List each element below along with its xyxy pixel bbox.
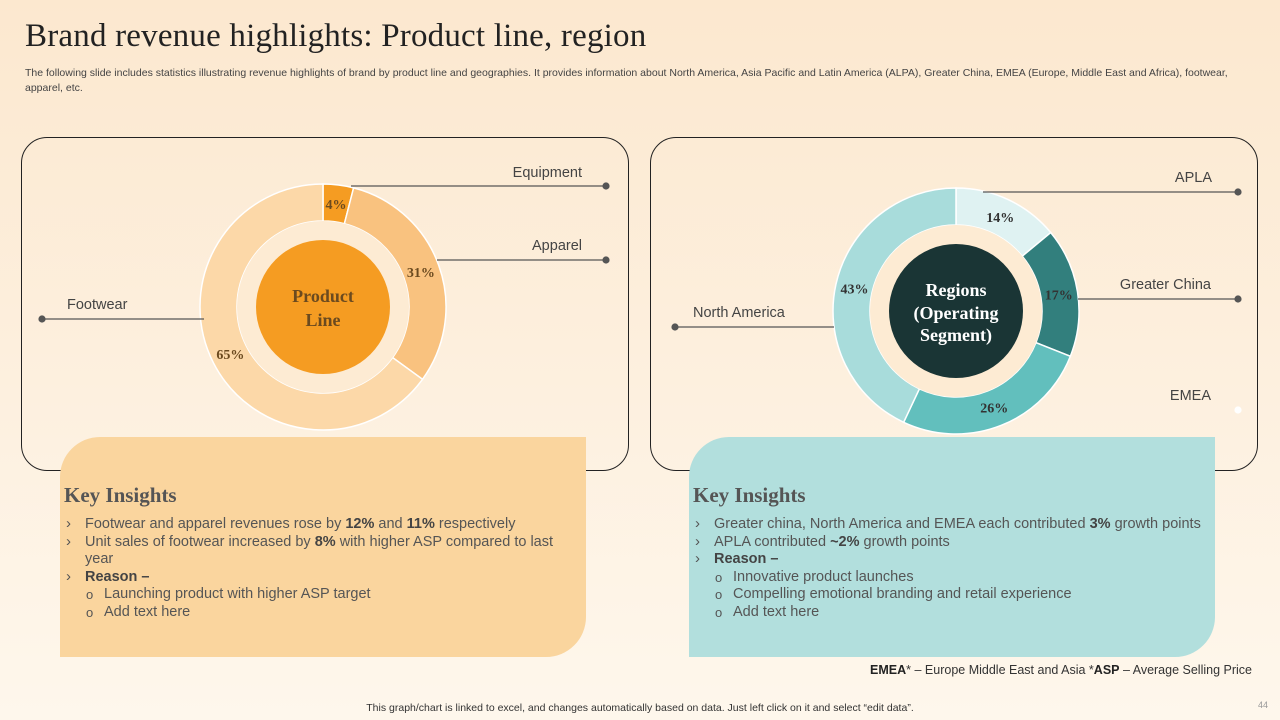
donut-center-label: Line	[305, 310, 340, 330]
leader-dot	[602, 182, 610, 190]
region-insight-1: Greater china, North America and EMEA ea…	[693, 515, 1211, 534]
leader-dot	[38, 315, 46, 323]
product-insight-1: Footwear and apparel revenues rose by 12…	[64, 515, 582, 534]
category-label: Footwear	[67, 297, 128, 313]
region-reason-item: Compelling emotional branding and retail…	[714, 586, 1211, 604]
slice-value-label: 43%	[841, 282, 869, 297]
slice-value-label: 17%	[1045, 289, 1073, 304]
slice-value-label: 31%	[407, 266, 435, 281]
insight-text: Greater china, North America and EMEA ea…	[714, 516, 1090, 532]
leader-dot	[1234, 406, 1242, 414]
insight-text: with higher ASP compared to last year	[85, 533, 554, 568]
donut-center-label: Regions	[925, 280, 986, 300]
page-subtitle: The following slide includes statistics …	[25, 67, 1228, 94]
region-insights-title: Key Insights	[693, 483, 806, 507]
slice-value-label: 26%	[980, 402, 1008, 417]
leader-dot	[671, 323, 679, 331]
insight-text: respectively	[434, 516, 516, 532]
insight-value: 11%	[406, 516, 435, 532]
leader-dot	[602, 256, 610, 264]
footnote-asp: ASP	[1093, 663, 1120, 677]
slice-value-label: 14%	[986, 211, 1014, 226]
footnote-text: – Average Selling Price	[1119, 663, 1252, 677]
region-insight-reason: Reason – Innovative product launches Com…	[693, 550, 1211, 622]
donut-center-label: (Operating	[914, 303, 999, 324]
product-insight-2: Unit sales of footwear increased by 8% w…	[64, 533, 582, 569]
insight-text: growth points	[859, 533, 950, 550]
category-label: APLA	[1175, 170, 1212, 186]
product-insights-box: Key Insights Footwear and apparel revenu…	[60, 437, 586, 657]
insight-text: Unit sales of footwear increased by	[85, 533, 315, 550]
donut-center-circle	[889, 244, 1023, 378]
abbreviation-footnote: EMEA* – Europe Middle East and Asia *ASP…	[870, 663, 1252, 677]
product-insight-reason: Reason – Launching product with higher A…	[64, 568, 582, 622]
product-insights-list: Footwear and apparel revenues rose by 12…	[64, 515, 582, 622]
slice-value-label: 4%	[326, 198, 347, 213]
region-reason-list: Innovative product launches Compelling e…	[714, 569, 1211, 622]
region-reason-item: Innovative product launches	[714, 569, 1211, 587]
page-number: 44	[1257, 700, 1268, 710]
insight-text: growth points	[1110, 516, 1201, 532]
insight-text: APLA contributed	[714, 533, 831, 550]
product-reason-list: Launching product with higher ASP target…	[85, 586, 582, 621]
insight-value: 3%	[1089, 516, 1111, 532]
region-reason-item: Add text here	[714, 604, 1211, 622]
product-line-donut[interactable]: 4% 31% 65% Product Line Equipment Apparel Footw…	[38, 165, 610, 431]
insight-text: Footwear and apparel revenues rose by	[85, 516, 346, 532]
region-insight-2: APLA contributed ~2% growth points	[693, 533, 1211, 552]
page-title: Brand revenue highlights: Product line, …	[25, 18, 647, 54]
leader-dot	[1234, 295, 1242, 303]
leader-dot	[1234, 188, 1242, 196]
category-label: Apparel	[532, 238, 582, 254]
product-reason-item: Launching product with higher ASP target	[85, 586, 582, 604]
insight-value: 8%	[314, 533, 336, 550]
footnote-emea: EMEA	[870, 663, 907, 677]
donut-center-label: Segment)	[920, 325, 992, 346]
donut-center-label: Product	[292, 286, 354, 306]
product-insights-title: Key Insights	[64, 483, 177, 507]
slice-value-label: 65%	[216, 348, 244, 363]
category-label: Greater China	[1120, 277, 1212, 293]
footnote-text: * – Europe Middle East and Asia *	[906, 663, 1094, 677]
reason-label: Reason –	[714, 551, 779, 567]
product-reason-item: Add text here	[85, 604, 582, 622]
insight-value: 12%	[345, 516, 375, 532]
reason-label: Reason –	[85, 568, 150, 585]
insight-value: ~2%	[830, 533, 860, 550]
donut-center-circle	[256, 240, 390, 374]
insight-text: and	[374, 516, 407, 532]
category-label: North America	[693, 305, 786, 321]
region-insights-box: Key Insights Greater china, North Americ…	[689, 437, 1215, 657]
category-label: Equipment	[513, 165, 582, 181]
chart-link-note: This graph/chart is linked to excel, and…	[366, 702, 914, 714]
category-label: EMEA	[1170, 388, 1211, 404]
region-insights-list: Greater china, North America and EMEA ea…	[693, 515, 1211, 622]
